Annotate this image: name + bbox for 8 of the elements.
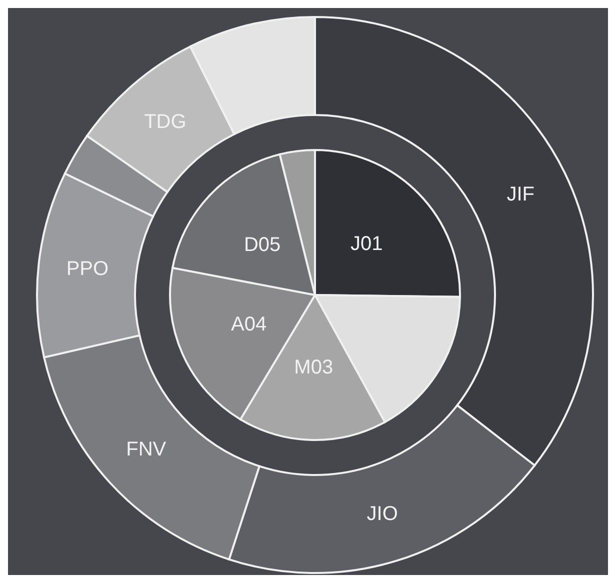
slice-label: A04 [231, 314, 267, 336]
slice-label: D05 [244, 234, 281, 256]
slice-label: PPO [66, 258, 109, 280]
slice-label: M03 [294, 356, 334, 378]
slice-label: FNV [126, 438, 167, 461]
slice-label: J01 [350, 233, 383, 256]
slice-label: JIO [366, 502, 398, 525]
slice-label: JIF [506, 183, 535, 206]
